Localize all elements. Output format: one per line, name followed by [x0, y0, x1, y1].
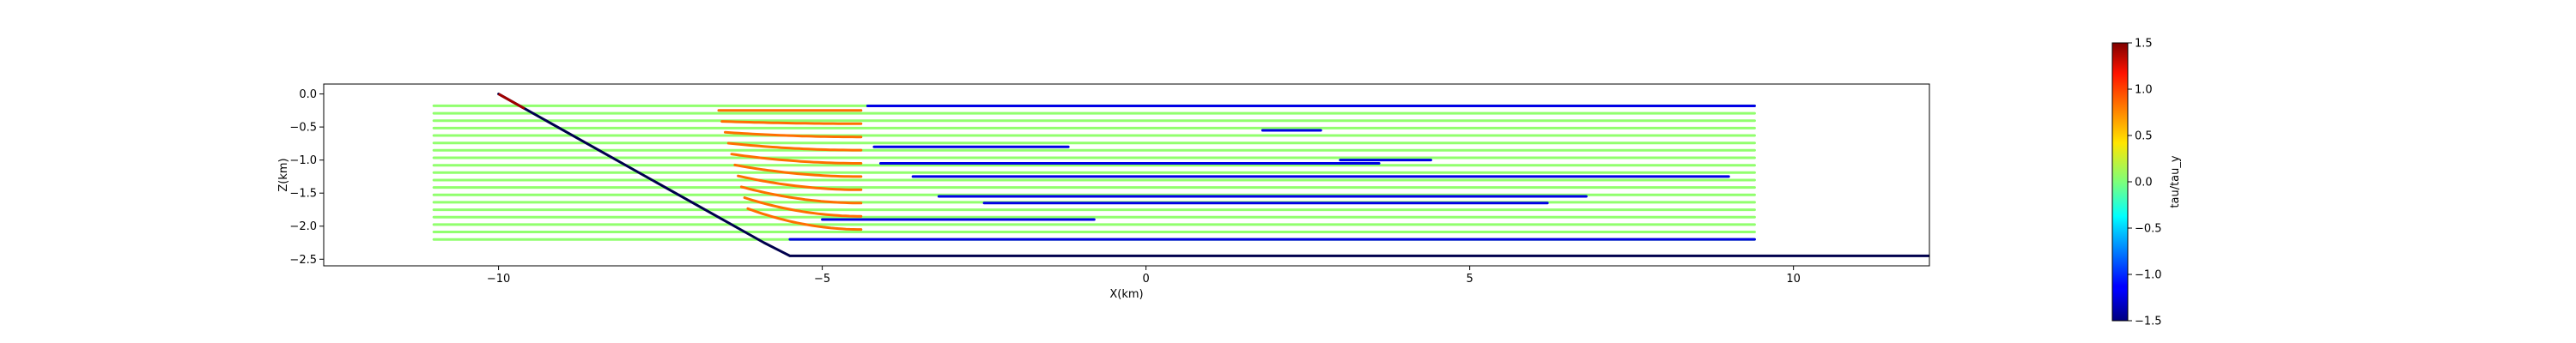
x-axis: −10 −5 0 5 10: [487, 266, 1801, 286]
bend-zone-segment: [720, 120, 863, 125]
y-tick-label: −2.0: [289, 220, 317, 233]
y-tick-label: −1.5: [289, 188, 317, 201]
axes-frame: [323, 83, 1930, 267]
x-tick-label: 5: [1466, 273, 1473, 286]
bend-zone-segment: [730, 153, 863, 165]
x-axis-label: X(km): [1109, 288, 1143, 301]
y-tick-label: −0.5: [289, 122, 317, 135]
bend-zone-segment: [724, 130, 863, 139]
fault-line: [497, 93, 1929, 257]
layer-lines: [432, 104, 1756, 241]
colorbar-tick-label: 0.0: [2135, 177, 2153, 190]
colorbar-tick-label: −1.0: [2135, 269, 2162, 282]
y-tick-label: −1.0: [289, 154, 317, 167]
fault-tip: [497, 93, 526, 110]
y-axis-label: Z(km): [277, 158, 290, 191]
x-tick-label: −10: [487, 273, 510, 286]
colorbar-label: tau/tau_y: [2169, 155, 2182, 208]
fault-line-path: [497, 93, 1929, 257]
y-tick-label: 0.0: [299, 88, 317, 101]
colorbar-tick-label: 0.5: [2135, 130, 2153, 143]
colorbar-ticks: 1.5 1.0 0.5 0.0 −0.5 −1.0 −1.5: [2128, 38, 2162, 328]
colorbar-gradient: [2111, 42, 2129, 322]
bend-zone-segment: [726, 141, 863, 152]
plot-area: [432, 93, 1929, 257]
colorbar: 1.5 1.0 0.5 0.0 −0.5 −1.0 −1.5 tau/tau_y: [2111, 38, 2182, 328]
colorbar-tick-label: 1.0: [2135, 84, 2153, 97]
y-axis: 0.0 −0.5 −1.0 −1.5 −2.0 −2.5: [289, 88, 324, 267]
bend-zone-segment: [733, 163, 863, 178]
colorbar-tick-label: 1.5: [2135, 38, 2153, 51]
x-tick-label: −5: [814, 273, 830, 286]
bend-zone-segment: [746, 207, 863, 232]
x-tick-label: 10: [1786, 273, 1801, 286]
colorbar-tick-label: −0.5: [2135, 223, 2162, 236]
bend-zone-segment: [739, 185, 863, 205]
colorbar-tick-label: −1.5: [2135, 316, 2162, 328]
bend-zone-segment: [743, 196, 863, 218]
bend-zone-segment: [737, 174, 863, 191]
y-tick-label: −2.5: [289, 254, 317, 267]
x-tick-label: 0: [1142, 273, 1149, 286]
